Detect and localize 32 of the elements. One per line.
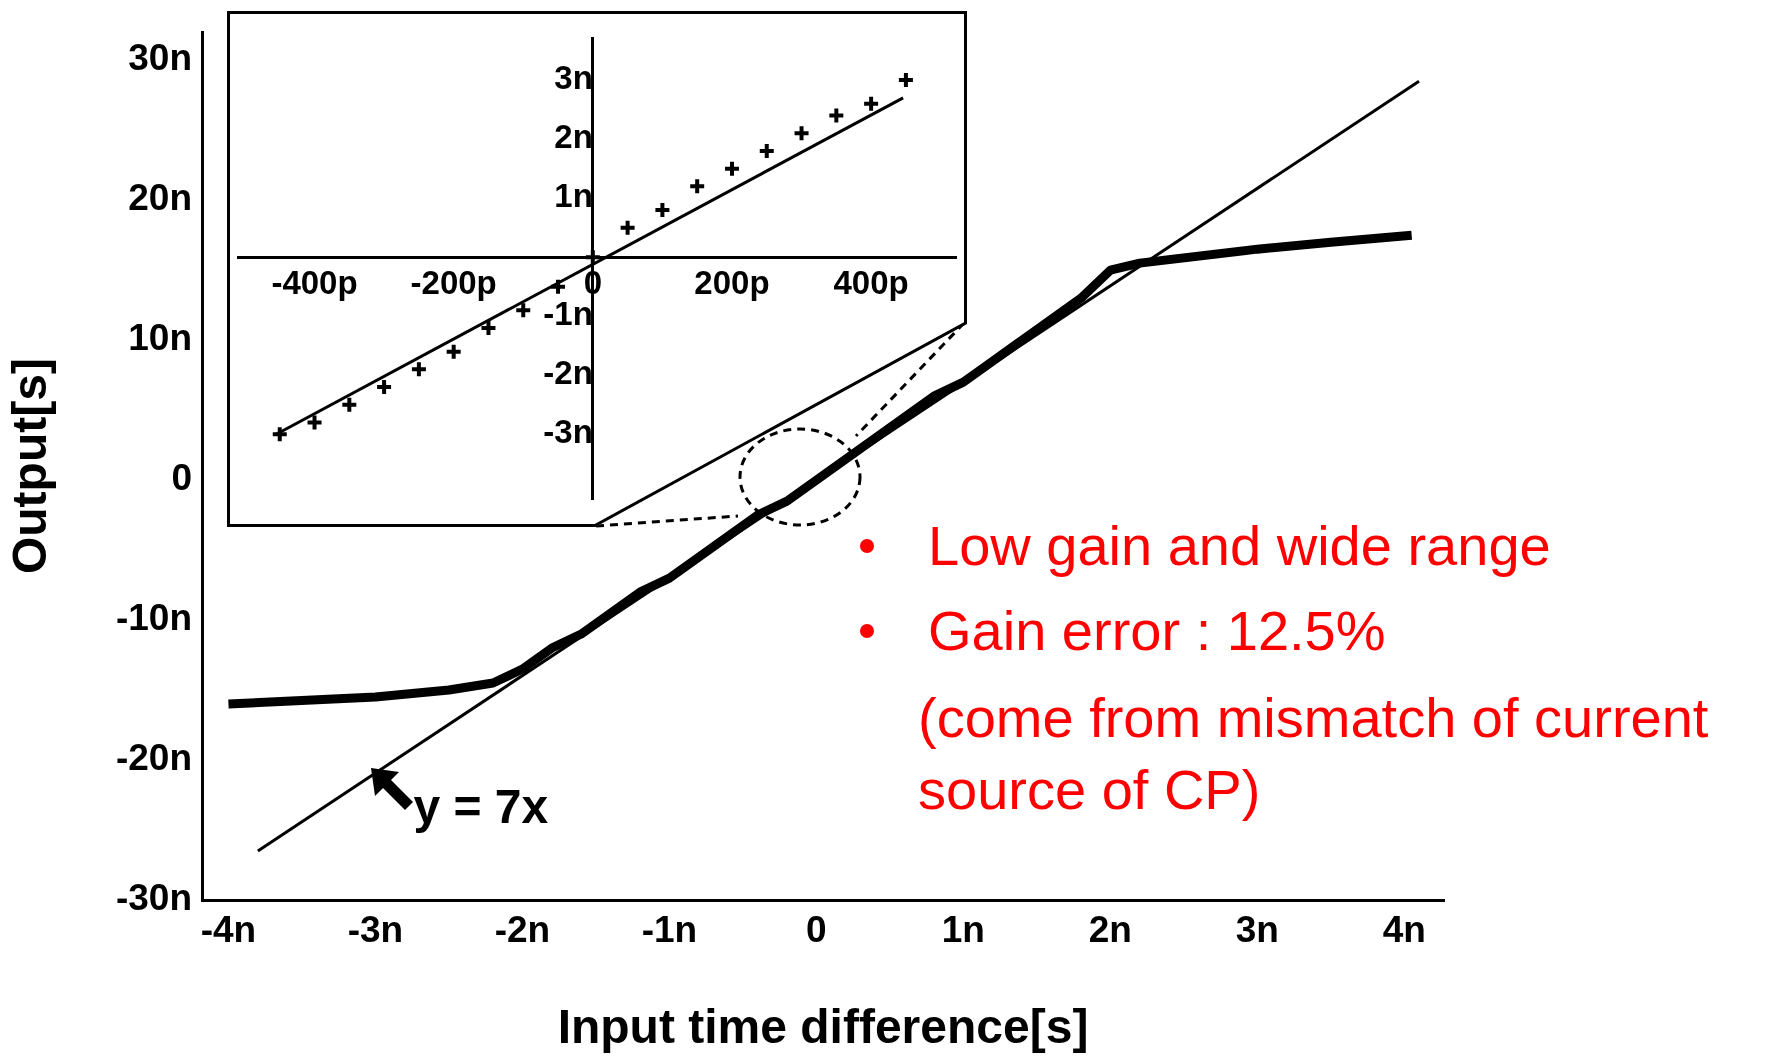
x-tick-label: -1n <box>641 909 698 951</box>
y-tick-label: 30n <box>128 37 192 79</box>
y-tick-label: 20n <box>128 177 192 219</box>
y-tick-label: 0 <box>171 457 192 499</box>
annotation: Low gain and wide range <box>928 513 1551 579</box>
y-tick-label: 1n <box>554 177 593 215</box>
y-tick-label: 3n <box>554 59 593 97</box>
x-tick-label: 3n <box>1235 909 1279 951</box>
y-tick-label: -2n <box>543 354 593 392</box>
y-tick-label: -1n <box>543 295 593 333</box>
annotation: Gain error : 12.5% <box>928 598 1386 664</box>
x-tick-label: 400p <box>833 264 909 302</box>
x-tick-label: -2n <box>494 909 551 951</box>
x-tick-label: 200p <box>694 264 770 302</box>
x-tick-label: 0 <box>806 909 827 951</box>
y-tick-label: 2n <box>554 118 593 156</box>
y-axis-title: Output[s] <box>3 358 57 575</box>
annotation: (come from mismatch of current source of CP) <box>918 685 1710 823</box>
x-tick-label: 2n <box>1088 909 1132 951</box>
y-tick-label: -10n <box>115 597 192 639</box>
y-tick-label: -30n <box>115 877 192 919</box>
x-tick-label: -400p <box>271 264 358 302</box>
x-tick-label: -3n <box>347 909 404 951</box>
x-tick-label: -4n <box>200 909 257 951</box>
x-tick-label: 1n <box>941 909 985 951</box>
y-tick-label: -20n <box>115 737 192 779</box>
annotation: y = 7x <box>413 780 549 834</box>
x-tick-label: 4n <box>1382 909 1426 951</box>
y-tick-label: -3n <box>543 413 593 451</box>
x-tick-label: -200p <box>410 264 497 302</box>
y-tick-label: 10n <box>128 317 192 359</box>
x-axis-title: Input time difference[s] <box>557 1000 1089 1054</box>
